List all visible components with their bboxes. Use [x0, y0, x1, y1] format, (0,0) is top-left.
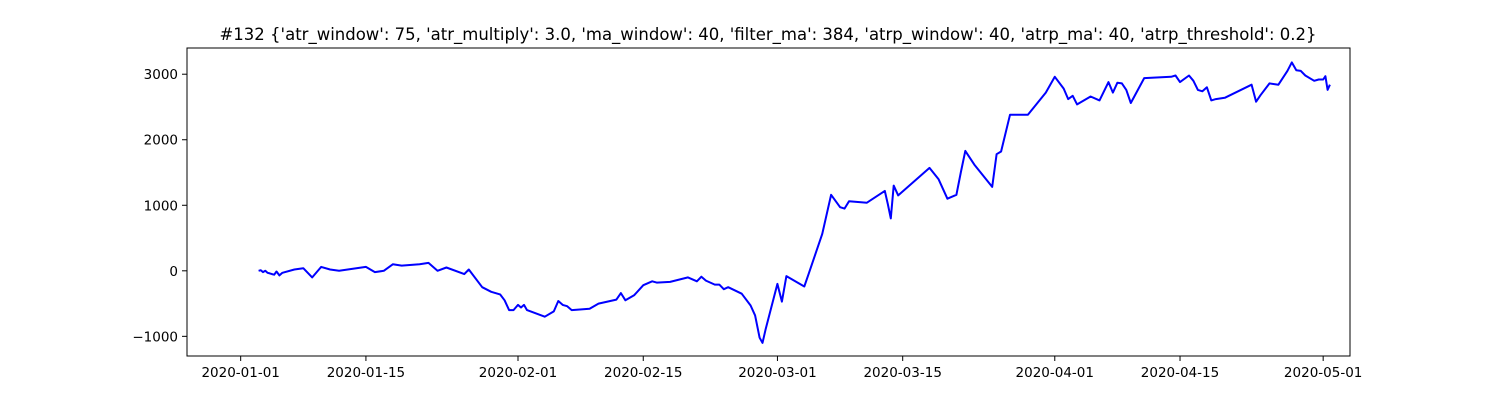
x-axis: 2020-01-01 2020-01-15 2020-02-01 2020-02-15…: [201, 356, 1362, 381]
x-tick-label: 2020-03-01: [738, 365, 816, 381]
y-axis: −1000 0 1000 2000 3000: [132, 67, 187, 345]
x-tick-label: 2020-02-01: [479, 365, 557, 381]
x-tick-label: 2020-01-01: [201, 365, 279, 381]
plot-frame: [186, 47, 1351, 357]
series-line: [258, 61, 1331, 344]
x-tick-label: 2020-04-01: [1016, 365, 1094, 381]
y-tick-label: 0: [169, 264, 178, 280]
chart-title: #132 {'atr_window': 75, 'atr_multiply': …: [219, 25, 1316, 45]
x-tick-label: 2020-02-15: [604, 365, 682, 381]
x-tick-label: 2020-01-15: [327, 365, 405, 381]
y-tick-label: 1000: [144, 198, 178, 214]
plot-area: [258, 61, 1331, 344]
y-tick-label: 3000: [144, 67, 178, 83]
x-tick-label: 2020-04-15: [1141, 365, 1219, 381]
y-tick-label: −1000: [132, 329, 178, 345]
y-tick-label: 2000: [144, 133, 178, 149]
x-tick-label: 2020-03-15: [863, 365, 941, 381]
x-tick-label: 2020-05-01: [1284, 365, 1362, 381]
